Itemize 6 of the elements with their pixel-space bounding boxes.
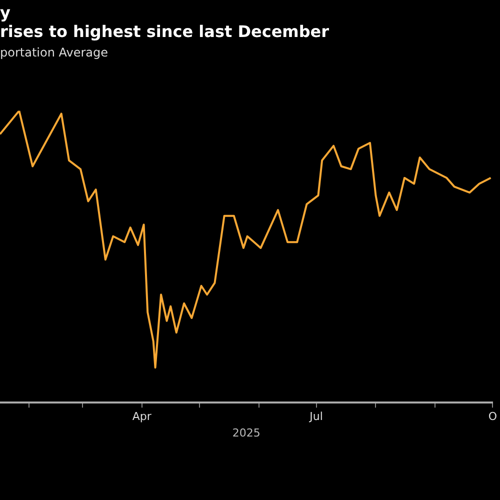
chart-title: y rises to highest since last December (0, 2, 330, 41)
x-tick-label: Apr (132, 410, 152, 424)
x-tick-label: Jul (308, 410, 323, 424)
x-axis-title: 2025 (232, 426, 260, 440)
chart-subtitle: portation Average (0, 46, 108, 60)
x-tick-label: O (488, 410, 498, 424)
